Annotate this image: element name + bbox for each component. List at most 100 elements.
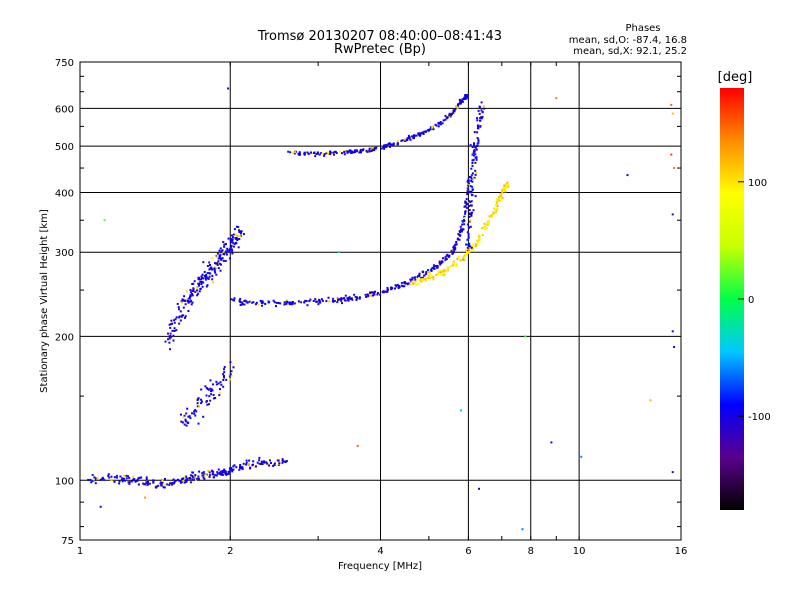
data-point bbox=[218, 391, 221, 394]
data-point bbox=[477, 239, 480, 242]
data-point bbox=[340, 297, 343, 300]
data-point bbox=[448, 112, 451, 115]
data-point bbox=[124, 479, 127, 482]
data-point bbox=[171, 482, 174, 484]
data-point bbox=[433, 267, 436, 270]
data-points bbox=[87, 87, 676, 531]
data-point bbox=[398, 285, 400, 287]
data-point bbox=[325, 152, 328, 155]
data-point bbox=[475, 158, 478, 161]
data-point bbox=[228, 467, 231, 470]
data-point bbox=[197, 397, 200, 400]
data-point bbox=[237, 246, 240, 249]
data-point bbox=[383, 145, 386, 148]
data-point bbox=[198, 477, 200, 480]
data-point bbox=[125, 474, 128, 477]
data-point bbox=[240, 232, 242, 235]
data-point bbox=[254, 303, 257, 306]
data-point bbox=[377, 292, 379, 294]
data-point bbox=[232, 241, 235, 244]
data-point bbox=[309, 298, 312, 301]
data-point bbox=[255, 301, 258, 304]
data-point bbox=[159, 482, 162, 485]
data-point bbox=[306, 304, 309, 307]
data-point bbox=[468, 182, 470, 185]
data-point bbox=[184, 316, 186, 319]
data-point bbox=[215, 474, 218, 477]
data-point bbox=[204, 276, 207, 279]
data-point bbox=[140, 476, 143, 479]
data-point bbox=[503, 184, 506, 187]
data-point bbox=[203, 270, 206, 273]
data-point bbox=[444, 269, 447, 271]
data-point bbox=[267, 463, 270, 466]
data-point bbox=[476, 142, 479, 145]
data-point bbox=[464, 212, 467, 215]
data-point bbox=[273, 301, 276, 304]
data-point bbox=[405, 282, 408, 285]
data-point bbox=[232, 465, 235, 468]
data-point bbox=[396, 141, 399, 144]
y-tick-label: 750 bbox=[55, 58, 74, 69]
data-point bbox=[447, 266, 450, 269]
data-point bbox=[193, 280, 196, 283]
data-point bbox=[208, 268, 211, 271]
data-point bbox=[215, 383, 218, 386]
data-point bbox=[169, 348, 171, 351]
data-point bbox=[370, 150, 373, 152]
data-point bbox=[673, 167, 676, 169]
data-point bbox=[465, 198, 468, 201]
data-point bbox=[182, 416, 185, 419]
data-point bbox=[152, 480, 155, 483]
data-point bbox=[328, 300, 331, 303]
data-point bbox=[198, 290, 201, 293]
data-point bbox=[359, 149, 362, 152]
data-point bbox=[196, 477, 199, 480]
data-point bbox=[180, 413, 182, 416]
data-point bbox=[223, 374, 225, 377]
data-point bbox=[196, 402, 199, 405]
data-point bbox=[485, 227, 488, 230]
data-point bbox=[469, 225, 472, 228]
data-point bbox=[179, 479, 182, 482]
data-point bbox=[412, 282, 415, 285]
data-point bbox=[495, 198, 498, 201]
data-point bbox=[147, 481, 149, 483]
data-point bbox=[313, 152, 315, 155]
data-point bbox=[346, 150, 349, 153]
data-point bbox=[454, 248, 457, 251]
data-point bbox=[227, 249, 230, 252]
data-point bbox=[223, 253, 226, 256]
data-point bbox=[161, 479, 164, 482]
data-point bbox=[200, 388, 203, 391]
data-point bbox=[373, 291, 376, 294]
data-point bbox=[173, 327, 176, 330]
data-point bbox=[272, 299, 275, 302]
data-point bbox=[423, 278, 426, 281]
data-point bbox=[96, 477, 99, 480]
data-point bbox=[442, 119, 445, 122]
data-point bbox=[190, 291, 192, 294]
data-point bbox=[243, 233, 245, 236]
data-point bbox=[473, 149, 476, 151]
data-point bbox=[263, 461, 266, 464]
data-point bbox=[219, 257, 222, 260]
data-point bbox=[181, 478, 184, 480]
x-tick-label: 10 bbox=[573, 546, 586, 557]
y-tick-label: 200 bbox=[55, 332, 74, 343]
data-point bbox=[456, 106, 459, 109]
data-point bbox=[419, 278, 422, 281]
data-point bbox=[478, 112, 481, 115]
data-point bbox=[281, 461, 284, 464]
data-point bbox=[356, 296, 358, 299]
data-point bbox=[180, 315, 183, 318]
data-point bbox=[452, 111, 455, 114]
data-point bbox=[133, 478, 136, 480]
data-point bbox=[178, 308, 180, 311]
data-point bbox=[454, 246, 457, 249]
data-point bbox=[367, 294, 370, 297]
data-point bbox=[374, 147, 377, 150]
data-point bbox=[154, 485, 157, 488]
data-point bbox=[471, 162, 474, 164]
data-point bbox=[200, 283, 203, 285]
